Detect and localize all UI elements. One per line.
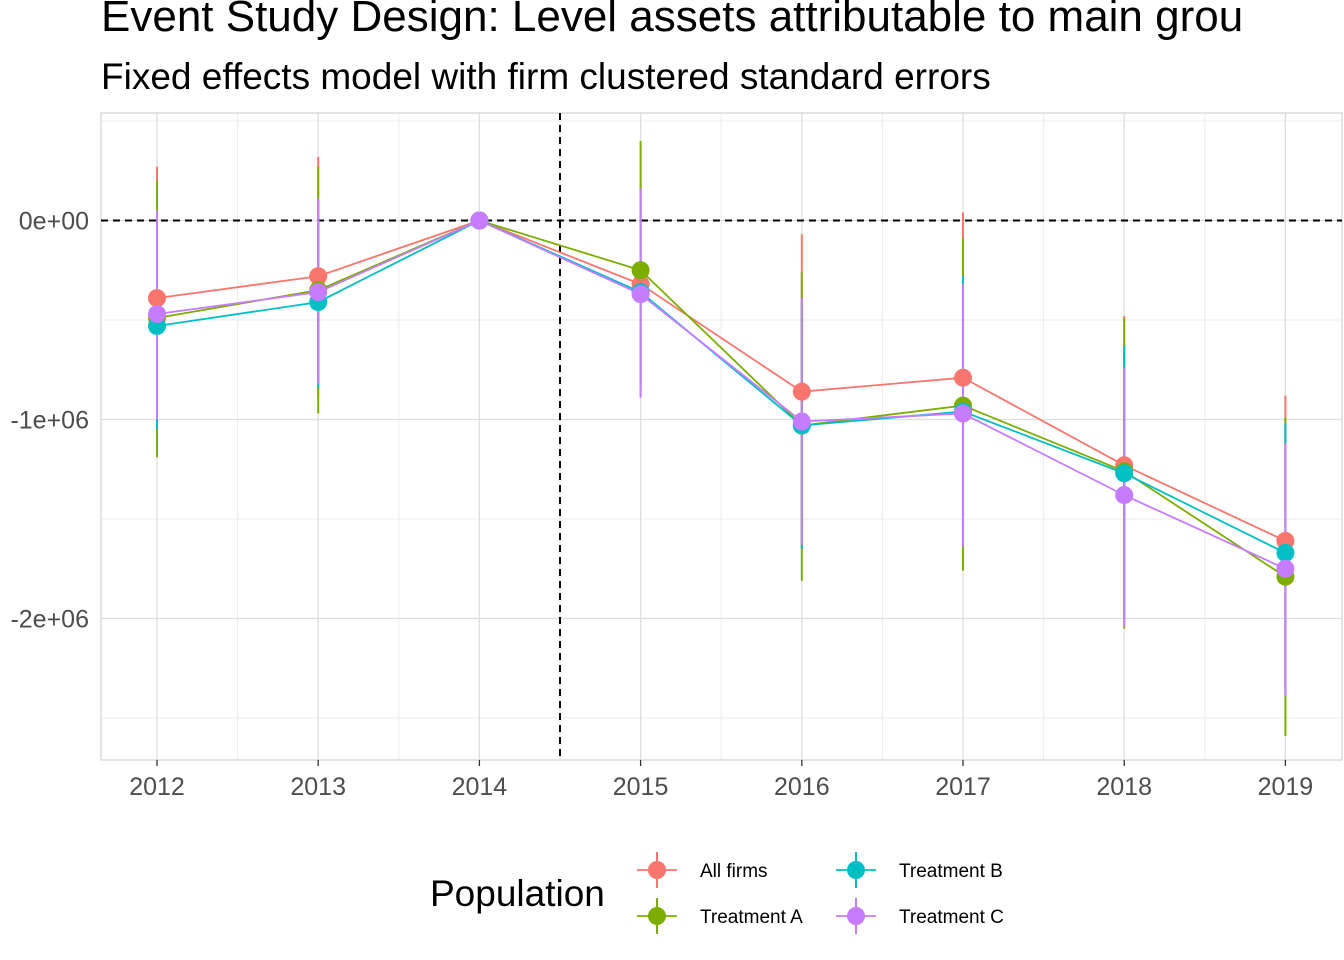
data-point xyxy=(1115,464,1133,482)
data-point xyxy=(793,383,811,401)
legend-key-point xyxy=(648,907,666,925)
data-point xyxy=(1115,486,1133,504)
legend-label: Treatment B xyxy=(899,861,1003,882)
x-tick-label: 2018 xyxy=(1096,773,1152,801)
data-point xyxy=(148,289,166,307)
y-tick-label: -2e+06 xyxy=(10,606,89,634)
x-tick-label: 2017 xyxy=(935,773,991,801)
legend-item: Treatment A xyxy=(637,898,803,934)
legend-label: All firms xyxy=(700,861,768,882)
x-tick-label: 2019 xyxy=(1258,773,1314,801)
x-tick-label: 2012 xyxy=(129,773,185,801)
legend-item: Treatment B xyxy=(836,852,1003,888)
legend: Population All firms Treatment A Treatment … xyxy=(430,852,1004,934)
legend-label: Treatment A xyxy=(700,907,803,928)
data-point xyxy=(632,261,650,279)
legend-key-point xyxy=(847,861,865,879)
legend-item: All firms xyxy=(637,852,768,888)
data-point xyxy=(470,212,488,230)
x-tick-label: 2013 xyxy=(290,773,346,801)
x-tick-label: 2015 xyxy=(613,773,669,801)
y-tick-label: 0e+00 xyxy=(19,208,89,236)
x-tick-label: 2014 xyxy=(452,773,508,801)
data-point xyxy=(1276,560,1294,578)
legend-label: Treatment C xyxy=(899,907,1004,928)
data-point xyxy=(1276,544,1294,562)
y-tick-label: -1e+06 xyxy=(10,407,89,435)
data-point xyxy=(954,405,972,423)
data-point xyxy=(309,283,327,301)
data-point xyxy=(954,369,972,387)
legend-key-point xyxy=(648,861,666,879)
data-point xyxy=(148,305,166,323)
axes: 2012 2013 2014 2015 2016 2017 2018 2019 0e+00 -1e… xyxy=(10,208,1313,802)
legend-title: Population xyxy=(430,873,605,914)
grid-lines xyxy=(101,113,1342,760)
legend-item: Treatment C xyxy=(836,898,1004,934)
data-point xyxy=(632,285,650,303)
data-point xyxy=(793,412,811,430)
x-tick-label: 2016 xyxy=(774,773,830,801)
legend-key-point xyxy=(847,907,865,925)
